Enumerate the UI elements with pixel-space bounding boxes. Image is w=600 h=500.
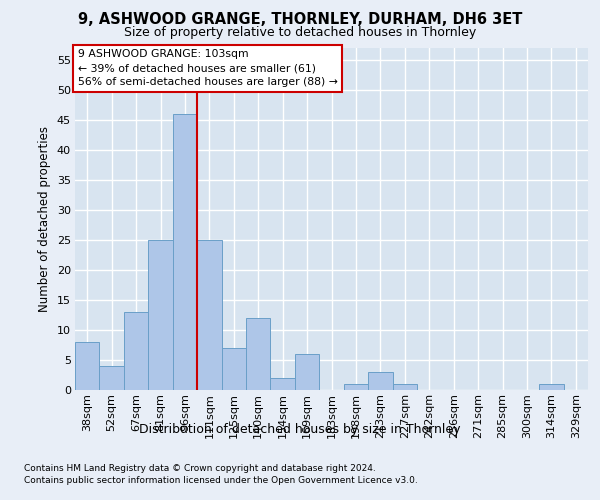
Y-axis label: Number of detached properties: Number of detached properties xyxy=(38,126,51,312)
Text: Contains HM Land Registry data © Crown copyright and database right 2024.: Contains HM Land Registry data © Crown c… xyxy=(24,464,376,473)
Bar xyxy=(197,240,221,390)
Bar xyxy=(295,354,319,390)
Text: 9, ASHWOOD GRANGE, THORNLEY, DURHAM, DH6 3ET: 9, ASHWOOD GRANGE, THORNLEY, DURHAM, DH6… xyxy=(78,12,522,28)
Text: Distribution of detached houses by size in Thornley: Distribution of detached houses by size … xyxy=(139,422,461,436)
Bar xyxy=(368,372,392,390)
Bar xyxy=(148,240,173,390)
Bar xyxy=(173,114,197,390)
Bar xyxy=(124,312,148,390)
Bar xyxy=(75,342,100,390)
Bar xyxy=(100,366,124,390)
Bar xyxy=(271,378,295,390)
Bar xyxy=(246,318,271,390)
Text: 9 ASHWOOD GRANGE: 103sqm
← 39% of detached houses are smaller (61)
56% of semi-d: 9 ASHWOOD GRANGE: 103sqm ← 39% of detach… xyxy=(77,49,337,87)
Bar xyxy=(392,384,417,390)
Text: Contains public sector information licensed under the Open Government Licence v3: Contains public sector information licen… xyxy=(24,476,418,485)
Bar xyxy=(221,348,246,390)
Text: Size of property relative to detached houses in Thornley: Size of property relative to detached ho… xyxy=(124,26,476,39)
Bar xyxy=(539,384,563,390)
Bar xyxy=(344,384,368,390)
